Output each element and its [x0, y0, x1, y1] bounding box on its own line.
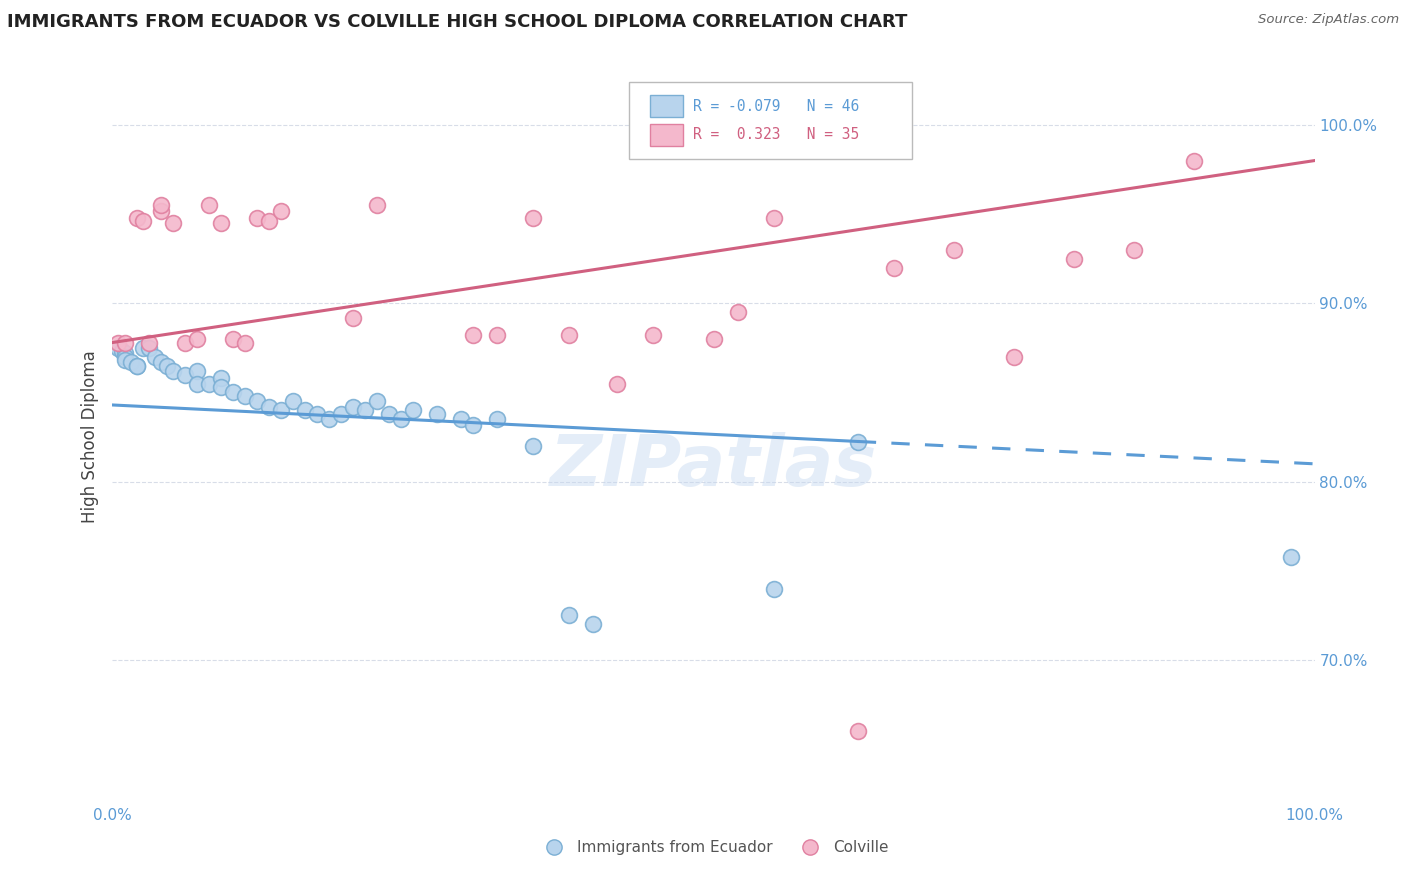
Point: [209, 371, 232, 385]
Point: [1184, 153, 1206, 168]
Point: [366, 394, 388, 409]
Point: [582, 617, 605, 632]
Point: [197, 376, 219, 391]
Bar: [650, 124, 683, 146]
Point: [883, 260, 905, 275]
Point: [149, 355, 172, 369]
Point: [727, 305, 749, 319]
Point: [114, 346, 136, 360]
Point: [257, 400, 280, 414]
Point: [131, 214, 153, 228]
Point: [486, 328, 509, 343]
Point: [378, 407, 401, 421]
Point: [209, 380, 232, 394]
Point: [342, 310, 364, 325]
Point: [186, 376, 208, 391]
Text: IMMIGRANTS FROM ECUADOR VS COLVILLE HIGH SCHOOL DIPLOMA CORRELATION CHART: IMMIGRANTS FROM ECUADOR VS COLVILLE HIGH…: [7, 13, 907, 31]
Point: [522, 439, 544, 453]
Point: [270, 203, 292, 218]
Point: [143, 350, 166, 364]
Text: Source: ZipAtlas.com: Source: ZipAtlas.com: [1258, 13, 1399, 27]
Point: [162, 216, 184, 230]
Point: [558, 608, 581, 623]
Point: [1279, 549, 1302, 564]
Point: [281, 394, 304, 409]
Point: [294, 403, 316, 417]
Text: R =  0.323   N = 35: R = 0.323 N = 35: [693, 128, 859, 143]
Point: [558, 328, 581, 343]
Point: [762, 582, 785, 596]
Point: [107, 335, 129, 350]
Point: [209, 216, 232, 230]
Point: [186, 332, 208, 346]
Point: [257, 214, 280, 228]
Point: [125, 359, 148, 373]
Point: [114, 353, 136, 368]
Point: [318, 412, 340, 426]
Point: [486, 412, 509, 426]
Point: [846, 724, 869, 739]
Point: [246, 394, 269, 409]
Point: [329, 407, 352, 421]
Point: [149, 198, 172, 212]
Point: [149, 203, 172, 218]
Text: ZIPatlas: ZIPatlas: [550, 432, 877, 500]
Point: [1063, 252, 1085, 266]
Point: [138, 335, 160, 350]
Point: [942, 243, 965, 257]
Point: [354, 403, 377, 417]
Point: [246, 211, 269, 225]
Point: [270, 403, 292, 417]
Point: [305, 407, 328, 421]
Point: [107, 341, 129, 355]
Point: [173, 335, 195, 350]
Point: [366, 198, 388, 212]
Point: [138, 341, 160, 355]
Point: [114, 335, 136, 350]
Point: [186, 364, 208, 378]
Point: [522, 211, 544, 225]
Point: [846, 435, 869, 450]
Point: [461, 328, 484, 343]
Point: [114, 350, 136, 364]
Point: [402, 403, 425, 417]
Point: [342, 400, 364, 414]
Point: [643, 328, 665, 343]
Point: [233, 389, 256, 403]
Legend: Immigrants from Ecuador, Colville: Immigrants from Ecuador, Colville: [533, 834, 894, 861]
Point: [125, 359, 148, 373]
Bar: [650, 95, 683, 118]
FancyBboxPatch shape: [630, 82, 912, 159]
Point: [233, 335, 256, 350]
Point: [162, 364, 184, 378]
Point: [762, 211, 785, 225]
Point: [1002, 350, 1025, 364]
Point: [197, 198, 219, 212]
Point: [702, 332, 725, 346]
Point: [389, 412, 412, 426]
Point: [606, 376, 628, 391]
Point: [461, 417, 484, 432]
Point: [120, 355, 142, 369]
Point: [222, 332, 245, 346]
Text: R = -0.079   N = 46: R = -0.079 N = 46: [693, 99, 859, 114]
Point: [450, 412, 472, 426]
Point: [426, 407, 449, 421]
Point: [111, 344, 134, 359]
Point: [155, 359, 177, 373]
Y-axis label: High School Diploma: High School Diploma: [82, 351, 100, 524]
Point: [173, 368, 195, 382]
Point: [125, 211, 148, 225]
Point: [222, 385, 245, 400]
Point: [131, 341, 153, 355]
Point: [1123, 243, 1146, 257]
